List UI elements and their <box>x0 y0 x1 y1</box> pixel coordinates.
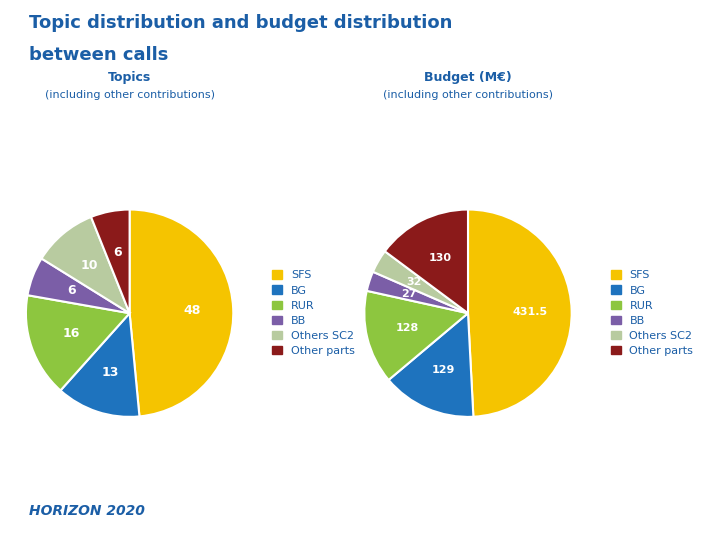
Text: 129: 129 <box>431 365 455 375</box>
Text: 13: 13 <box>102 366 119 379</box>
Text: 6: 6 <box>114 246 122 259</box>
Text: (including other contributions): (including other contributions) <box>45 90 215 100</box>
Wedge shape <box>91 210 130 313</box>
Wedge shape <box>384 210 468 313</box>
Wedge shape <box>364 291 468 380</box>
Text: Topic distribution and budget distribution: Topic distribution and budget distributi… <box>29 14 452 31</box>
Text: 431.5: 431.5 <box>513 307 548 316</box>
Text: Budget (M€): Budget (M€) <box>424 71 512 84</box>
Wedge shape <box>26 295 130 390</box>
Text: 32: 32 <box>407 277 422 287</box>
Wedge shape <box>130 210 233 416</box>
Wedge shape <box>27 259 130 313</box>
Wedge shape <box>366 272 468 313</box>
Text: 6: 6 <box>67 285 76 298</box>
Text: between calls: between calls <box>29 46 168 64</box>
Text: 16: 16 <box>62 327 79 340</box>
Text: 130: 130 <box>428 253 451 262</box>
Text: 27: 27 <box>401 289 417 299</box>
Text: 48: 48 <box>183 303 200 317</box>
Wedge shape <box>373 251 468 313</box>
Wedge shape <box>60 313 140 417</box>
Wedge shape <box>468 210 572 417</box>
Text: 128: 128 <box>396 323 419 333</box>
Wedge shape <box>389 313 473 417</box>
Legend: SFS, BG, RUR, BB, Others SC2, Other parts: SFS, BG, RUR, BB, Others SC2, Other part… <box>270 268 357 358</box>
Text: HORIZON 2020: HORIZON 2020 <box>29 504 145 518</box>
Legend: SFS, BG, RUR, BB, Others SC2, Other parts: SFS, BG, RUR, BB, Others SC2, Other part… <box>608 268 696 358</box>
Text: 10: 10 <box>81 259 99 272</box>
Text: (including other contributions): (including other contributions) <box>383 90 553 100</box>
Wedge shape <box>42 217 130 313</box>
Text: Topics: Topics <box>108 71 151 84</box>
